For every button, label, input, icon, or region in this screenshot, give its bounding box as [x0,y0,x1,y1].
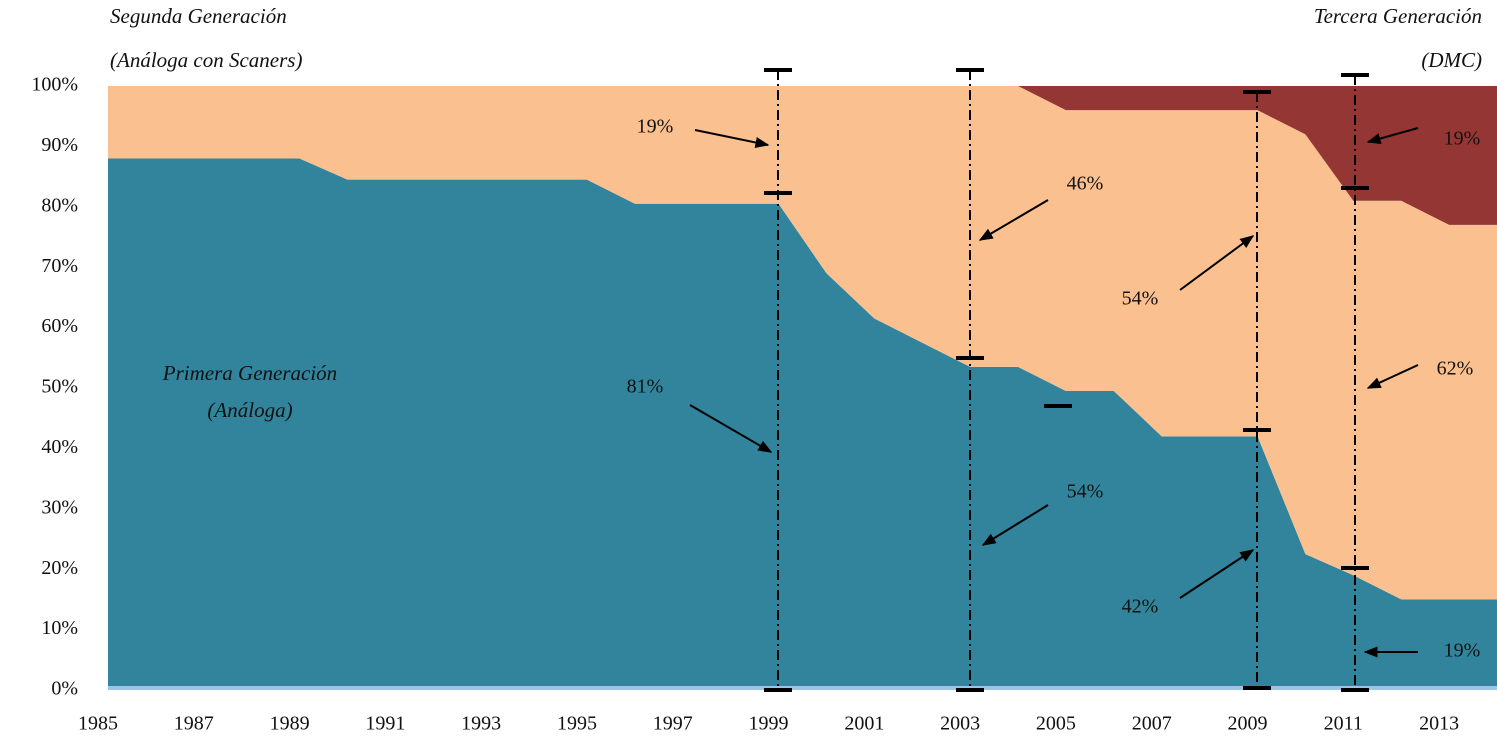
y-tick-label: 0% [51,678,78,700]
x-tick-label: 1985 [78,713,118,735]
series-label: Segunda Generación [110,4,287,28]
annotation: 54% [1122,288,1159,310]
x-tick-label: 1991 [365,713,405,735]
series-sublabel: (Análoga con Scaners) [110,48,302,72]
series-sublabel: (DMC) [1421,48,1482,72]
annotation: 42% [1122,596,1159,618]
x-tick-label: 2003 [940,713,980,735]
annotation: 46% [1067,173,1104,195]
y-tick-label: 40% [41,436,78,458]
x-tick-label: 2001 [844,713,884,735]
x-tick-label: 1997 [653,713,693,735]
area [108,86,1497,225]
annotation: 54% [1067,481,1104,503]
x-tick-label: 1993 [461,713,501,735]
x-tick-label: 2011 [1324,713,1363,735]
y-tick-label: 80% [41,194,78,216]
y-tick-label: 70% [41,255,78,277]
x-tick-label: 1999 [749,713,789,735]
y-tick-label: 20% [41,557,78,579]
guides [689,68,1419,692]
x-tick-label: 2013 [1419,713,1459,735]
y-tick-label: 100% [31,74,78,96]
annotation: 19% [637,116,674,138]
x-tick-label: 1987 [174,713,214,735]
x-tick-label: 2005 [1036,713,1076,735]
series-label: Tercera Generación [1314,4,1482,28]
x-tick-label: 1995 [557,713,597,735]
annotation: 19% [1444,640,1481,662]
y-tick-label: 10% [41,617,78,639]
area [108,86,1497,600]
series-label: Primera Generación [162,361,337,385]
area [108,158,1497,691]
y-tick-label: 30% [41,496,78,518]
y-tick-label: 50% [41,376,78,398]
annotation: 19% [1444,128,1481,150]
y-tick-label: 60% [41,315,78,337]
annotation: 62% [1437,358,1474,380]
series-sublabel: (Análoga) [207,398,292,422]
x-tick-label: 2007 [1132,713,1172,735]
x-tick-label: 2009 [1228,713,1268,735]
x-tick-label: 1989 [270,713,310,735]
annotation: 81% [627,376,664,398]
y-tick-label: 90% [41,134,78,156]
